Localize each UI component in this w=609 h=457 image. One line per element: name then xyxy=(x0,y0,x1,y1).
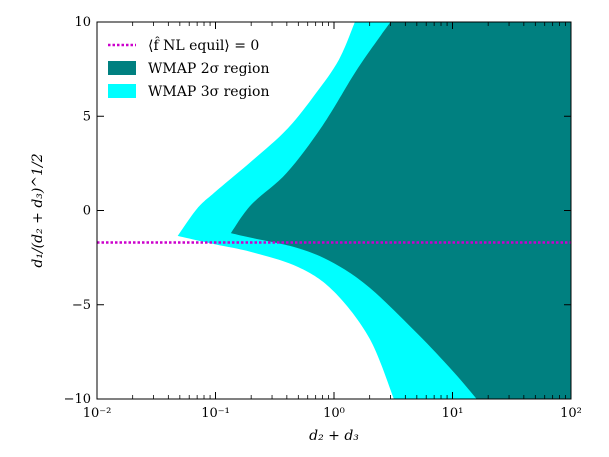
y-tick-label: 0 xyxy=(83,204,91,219)
x-tick-label: 10⁻² xyxy=(83,406,112,421)
legend-label: WMAP 2σ region xyxy=(148,61,269,77)
y-tick-label: −5 xyxy=(72,298,91,313)
x-axis-label: d₂ + d₃ xyxy=(309,428,359,444)
x-tick-label: 10¹ xyxy=(442,406,464,421)
x-tick-label: 10² xyxy=(560,406,582,421)
y-tick-label: 10 xyxy=(74,15,91,30)
legend-label: WMAP 3σ region xyxy=(148,84,269,100)
legend-patch-2sigma xyxy=(108,61,136,75)
region-2sigma xyxy=(230,22,571,399)
x-tick-label: 10⁰ xyxy=(323,406,345,421)
legend-patch-3sigma xyxy=(108,84,136,98)
y-tick-label: −10 xyxy=(64,392,91,407)
y-axis-label: d₁/(d₂ + d₃)^1/2 xyxy=(30,153,46,267)
legend-label: ⟨f̂ NL equil⟩ = 0 xyxy=(148,36,259,54)
x-tick-label: 10⁻¹ xyxy=(201,406,230,421)
y-tick-label: 5 xyxy=(83,109,91,124)
